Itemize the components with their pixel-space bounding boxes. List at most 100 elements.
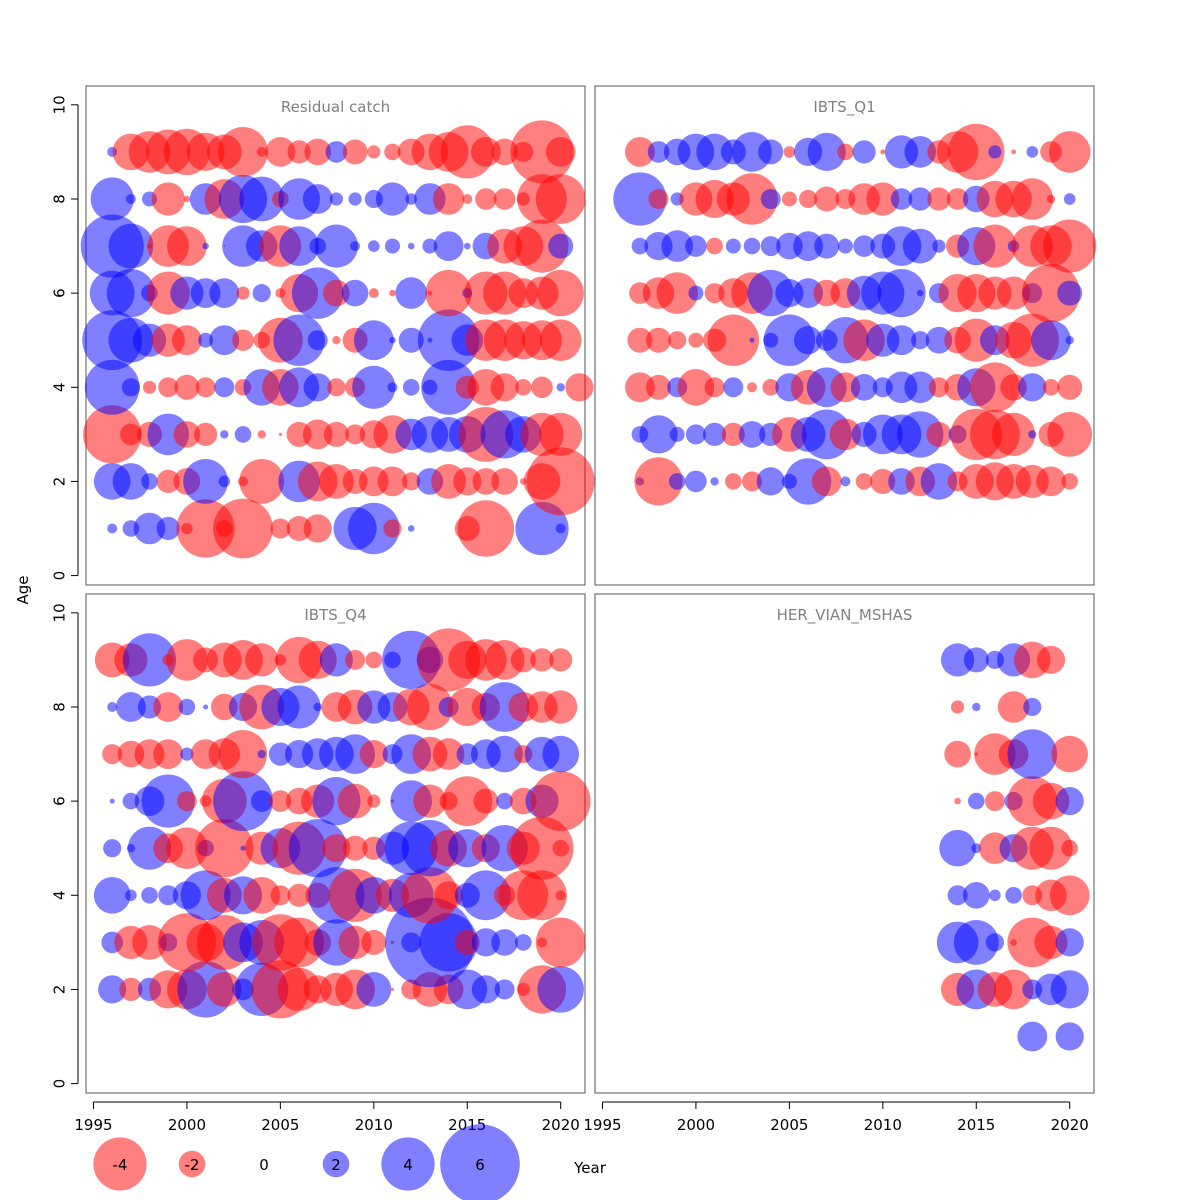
bubble-positive [1050, 970, 1089, 1009]
bubble-negative [432, 738, 465, 770]
bubble-positive [837, 238, 853, 254]
bubble-positive [760, 236, 781, 257]
bubble-negative [475, 188, 497, 210]
bubble-positive [897, 411, 944, 458]
panel-title: IBTS_Q1 [813, 98, 875, 117]
bubble-positive [352, 365, 396, 409]
bubble-positive [353, 320, 394, 361]
bubble-negative [870, 468, 896, 494]
bubble-positive [405, 193, 418, 205]
bubble-negative [158, 377, 179, 398]
bubble-negative [287, 140, 311, 164]
legend-label: -2 [185, 1156, 200, 1174]
bubble-negative [243, 877, 280, 914]
bubble-negative [166, 639, 208, 681]
bubble-positive [141, 473, 158, 490]
bubble-positive [419, 913, 478, 972]
x-tick-label: 2010 [355, 1116, 393, 1134]
bubble-negative [1036, 645, 1066, 675]
bubble-negative [837, 143, 854, 161]
bubble-negative [510, 647, 536, 673]
bubble-negative [688, 332, 704, 348]
bubble-positive [240, 845, 246, 851]
bubble-negative [434, 881, 463, 910]
bubble-positive [939, 829, 976, 867]
panel-frame [594, 85, 1095, 586]
bubble-negative [926, 421, 952, 447]
bubble-positive [395, 277, 428, 309]
bubble-positive [125, 889, 137, 902]
bubble-positive [257, 749, 266, 759]
bubble-positive [239, 176, 285, 222]
bubble-negative [361, 929, 387, 955]
bubble-negative [1011, 178, 1054, 220]
bubble-negative [274, 917, 324, 968]
bubble-negative [151, 182, 185, 216]
bubble-positive [985, 933, 1005, 952]
bubble-negative [1036, 466, 1066, 497]
bubble-negative [323, 421, 349, 447]
bubble-negative [1061, 473, 1078, 490]
bubble-negative [327, 378, 346, 397]
bubble-positive [389, 336, 396, 344]
bubble-negative [565, 373, 594, 402]
bubble-positive [313, 702, 322, 712]
bubble-negative [537, 269, 584, 317]
bubble-negative [232, 329, 254, 352]
bubble-negative [270, 518, 291, 539]
bubble-positive [107, 702, 118, 712]
bubble-positive [273, 314, 325, 366]
x-axis-label: Year [573, 1159, 607, 1177]
bubble-positive [387, 382, 398, 393]
bubble-negative [811, 466, 842, 497]
bubble-positive [464, 242, 471, 250]
bubble-negative [706, 237, 723, 255]
bubble-positive [329, 192, 343, 206]
bubble-negative [302, 419, 333, 450]
bubble-positive [555, 523, 566, 534]
bubble-negative [332, 336, 341, 345]
bubble-positive [1055, 787, 1084, 816]
bubble-positive [710, 477, 719, 486]
bubble-positive [685, 424, 706, 445]
panel-frame [85, 593, 586, 1094]
bubble-negative [928, 377, 949, 398]
bubble-negative [530, 648, 554, 672]
bubble-positive [303, 373, 332, 402]
panel: Residual catch [80, 85, 595, 586]
bubble-negative [345, 649, 366, 670]
bubble-positive [1065, 336, 1074, 345]
bubble-positive [1057, 280, 1083, 306]
bubble-negative [432, 183, 465, 215]
bubble-positive [613, 172, 667, 226]
bubble-negative [742, 471, 762, 492]
bubble-positive [963, 647, 989, 673]
bubble-positive [156, 516, 180, 541]
bubble-negative [997, 276, 1031, 310]
bubble-negative [239, 459, 285, 504]
bubble-positive [122, 633, 177, 687]
bubble-negative [707, 314, 759, 366]
bubble-positive [180, 747, 194, 761]
bubble-positive [738, 421, 766, 448]
bubble-negative [365, 651, 383, 669]
bubble-positive [471, 975, 500, 1004]
bubble-negative [517, 870, 567, 921]
bubble-negative [515, 219, 569, 273]
bubble-negative [142, 380, 157, 394]
bubble-positive [494, 979, 515, 1000]
bubble-negative [992, 412, 1036, 456]
bubble-negative [1042, 379, 1060, 396]
bubble-negative [195, 819, 254, 878]
bubble-positive [723, 377, 744, 398]
bubble-positive [1026, 146, 1039, 158]
bubble-negative [367, 145, 381, 159]
bubble-positive [147, 413, 189, 456]
bubble-positive [325, 141, 348, 163]
bubble-negative [1021, 264, 1081, 323]
bubble-negative [954, 797, 961, 805]
panel-title: HER_VIAN_MSHAS [777, 606, 913, 625]
bubble-positive [93, 877, 131, 914]
bubble-positive [908, 187, 932, 211]
bubble-negative [269, 790, 292, 812]
